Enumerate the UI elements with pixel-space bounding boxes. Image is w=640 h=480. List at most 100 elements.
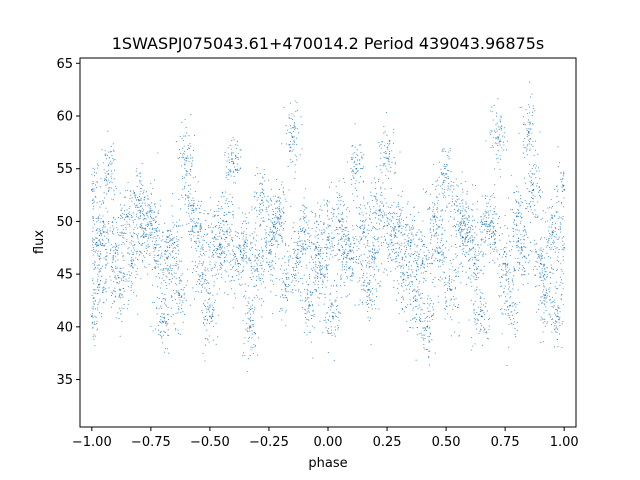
data-point <box>134 205 137 207</box>
data-point <box>319 269 321 272</box>
data-point <box>468 219 470 222</box>
data-point <box>180 194 183 196</box>
data-point <box>481 223 483 225</box>
data-point <box>113 281 115 283</box>
data-point <box>301 245 303 247</box>
data-point <box>365 266 367 268</box>
data-point <box>127 181 129 183</box>
data-point <box>317 237 319 239</box>
data-point <box>175 263 177 265</box>
data-point <box>288 278 290 280</box>
data-point <box>339 238 342 240</box>
data-point <box>258 213 260 215</box>
data-point <box>311 341 313 343</box>
data-point <box>371 199 373 202</box>
data-point <box>115 185 117 187</box>
data-point <box>272 223 274 226</box>
data-point <box>449 150 451 152</box>
data-point <box>218 200 220 202</box>
data-point <box>419 306 421 308</box>
data-point <box>442 253 444 255</box>
data-point <box>426 266 429 268</box>
data-point <box>414 294 416 297</box>
data-point <box>322 281 324 284</box>
data-point <box>206 289 208 291</box>
data-point <box>454 204 456 206</box>
data-point <box>234 263 237 265</box>
data-point <box>93 289 95 291</box>
data-point <box>488 225 490 227</box>
data-point <box>492 235 495 237</box>
data-point <box>387 257 389 259</box>
data-point <box>276 217 278 219</box>
data-point <box>195 224 197 226</box>
data-point <box>155 237 157 240</box>
data-point <box>148 245 150 248</box>
data-point <box>108 157 110 159</box>
data-point <box>179 282 181 284</box>
data-point <box>362 272 365 274</box>
data-point <box>337 325 339 327</box>
data-point <box>370 250 372 252</box>
data-point <box>138 233 140 235</box>
data-point <box>443 189 446 191</box>
data-point <box>309 276 311 278</box>
data-point <box>316 267 318 269</box>
data-point <box>375 279 377 281</box>
data-point <box>284 283 287 286</box>
data-point <box>429 310 431 312</box>
data-point <box>246 323 248 325</box>
data-point <box>338 312 340 314</box>
data-point <box>144 256 146 258</box>
data-point <box>476 328 478 330</box>
data-point <box>307 308 309 310</box>
data-point <box>352 236 354 238</box>
data-point <box>338 180 340 182</box>
data-point <box>226 231 228 233</box>
data-point <box>229 253 231 255</box>
data-point <box>285 272 287 274</box>
data-point <box>448 202 450 204</box>
data-point <box>183 297 185 299</box>
data-point <box>167 318 169 321</box>
data-point <box>187 171 189 173</box>
data-point <box>397 280 399 282</box>
data-point <box>372 226 374 228</box>
data-point <box>435 221 437 223</box>
data-point <box>93 171 95 173</box>
data-point <box>185 126 187 128</box>
data-point <box>370 195 372 197</box>
data-point <box>353 200 355 202</box>
data-point <box>414 295 416 298</box>
data-point <box>353 237 355 240</box>
data-point <box>211 304 213 306</box>
data-point <box>182 300 184 302</box>
data-point <box>469 278 471 280</box>
data-point <box>186 132 188 134</box>
data-point <box>255 333 257 335</box>
data-point <box>370 274 372 277</box>
data-point <box>108 169 110 171</box>
data-point <box>284 242 286 244</box>
data-point <box>274 225 276 227</box>
data-point <box>490 210 492 212</box>
data-point <box>164 318 166 320</box>
data-point <box>321 247 323 249</box>
data-point <box>96 293 98 295</box>
data-point <box>196 237 199 239</box>
data-point <box>192 177 194 179</box>
data-point <box>296 159 298 161</box>
data-point <box>366 296 368 298</box>
data-point <box>435 185 437 187</box>
data-point <box>180 165 183 167</box>
data-point <box>100 244 103 247</box>
data-point <box>473 239 475 241</box>
data-point <box>349 246 351 248</box>
data-point <box>418 333 420 335</box>
data-point <box>202 277 204 279</box>
data-point <box>133 203 135 205</box>
data-point <box>184 162 186 164</box>
data-point <box>429 228 432 230</box>
data-point <box>481 324 483 326</box>
data-point <box>468 319 470 321</box>
